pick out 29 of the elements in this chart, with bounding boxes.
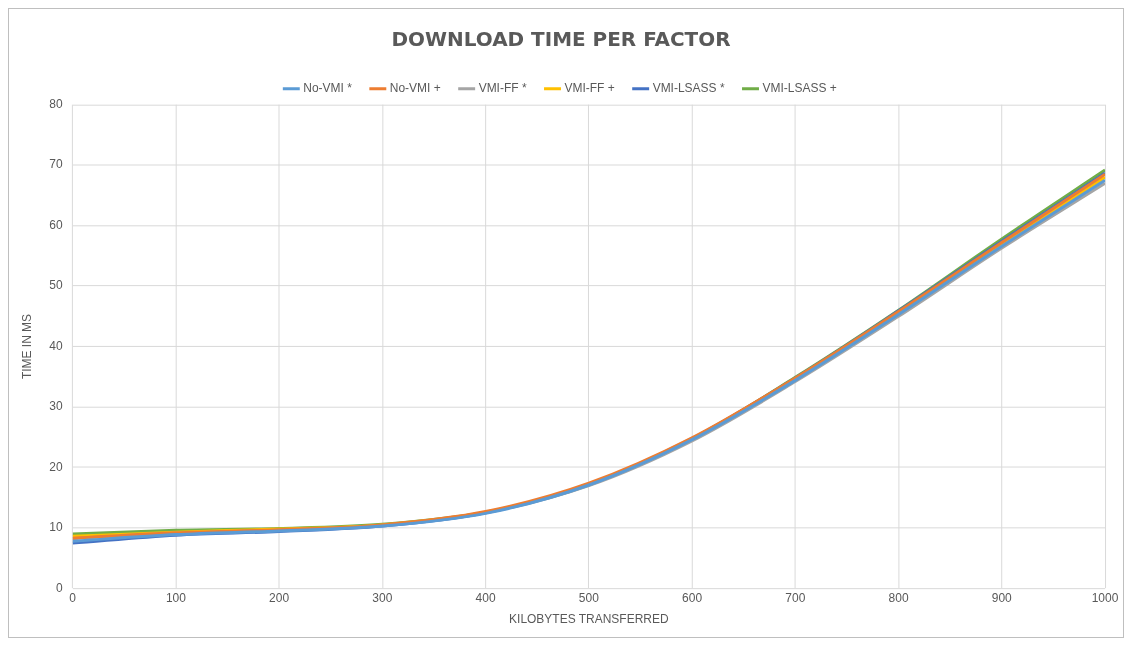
legend-label: No-VMI * <box>303 81 353 96</box>
x-tick-label: 1000 <box>1091 590 1119 605</box>
x-tick-label: 500 <box>578 590 600 605</box>
x-tick-label: 200 <box>269 590 290 605</box>
y-tick-label: 80 <box>49 97 63 111</box>
legend-label: VMI-LSASS * <box>652 81 725 96</box>
x-tick-label: 900 <box>991 590 1013 605</box>
x-axis-title: KILOBYTES TRANSFERRED <box>509 612 669 627</box>
legend-label: No-VMI + <box>389 81 441 96</box>
x-tick-label: 700 <box>785 590 806 605</box>
chart-title: DOWNLOAD TIME PER FACTOR <box>391 27 731 52</box>
y-tick-label: 0 <box>55 580 63 595</box>
legend-label: VMI-LSASS + <box>762 81 837 96</box>
y-tick-label: 40 <box>49 338 63 353</box>
y-axis-title: TIME IN MS <box>20 313 35 380</box>
legend-label: VMI-FF + <box>564 81 615 96</box>
y-tick-label: 50 <box>49 278 63 293</box>
y-tick-label: 70 <box>49 157 63 172</box>
x-tick-label: 400 <box>475 590 496 605</box>
x-tick-label: 800 <box>888 590 909 605</box>
y-tick-label: 10 <box>49 520 63 535</box>
y-tick-label: 20 <box>49 459 63 474</box>
x-tick-label: 0 <box>69 590 77 605</box>
y-tick-label: 60 <box>49 217 63 232</box>
y-tick-label: 30 <box>49 399 63 414</box>
x-tick-label: 300 <box>372 590 393 605</box>
x-tick-label: 600 <box>682 590 703 605</box>
x-tick-label: 100 <box>165 590 187 605</box>
legend-label: VMI-FF * <box>478 81 527 96</box>
